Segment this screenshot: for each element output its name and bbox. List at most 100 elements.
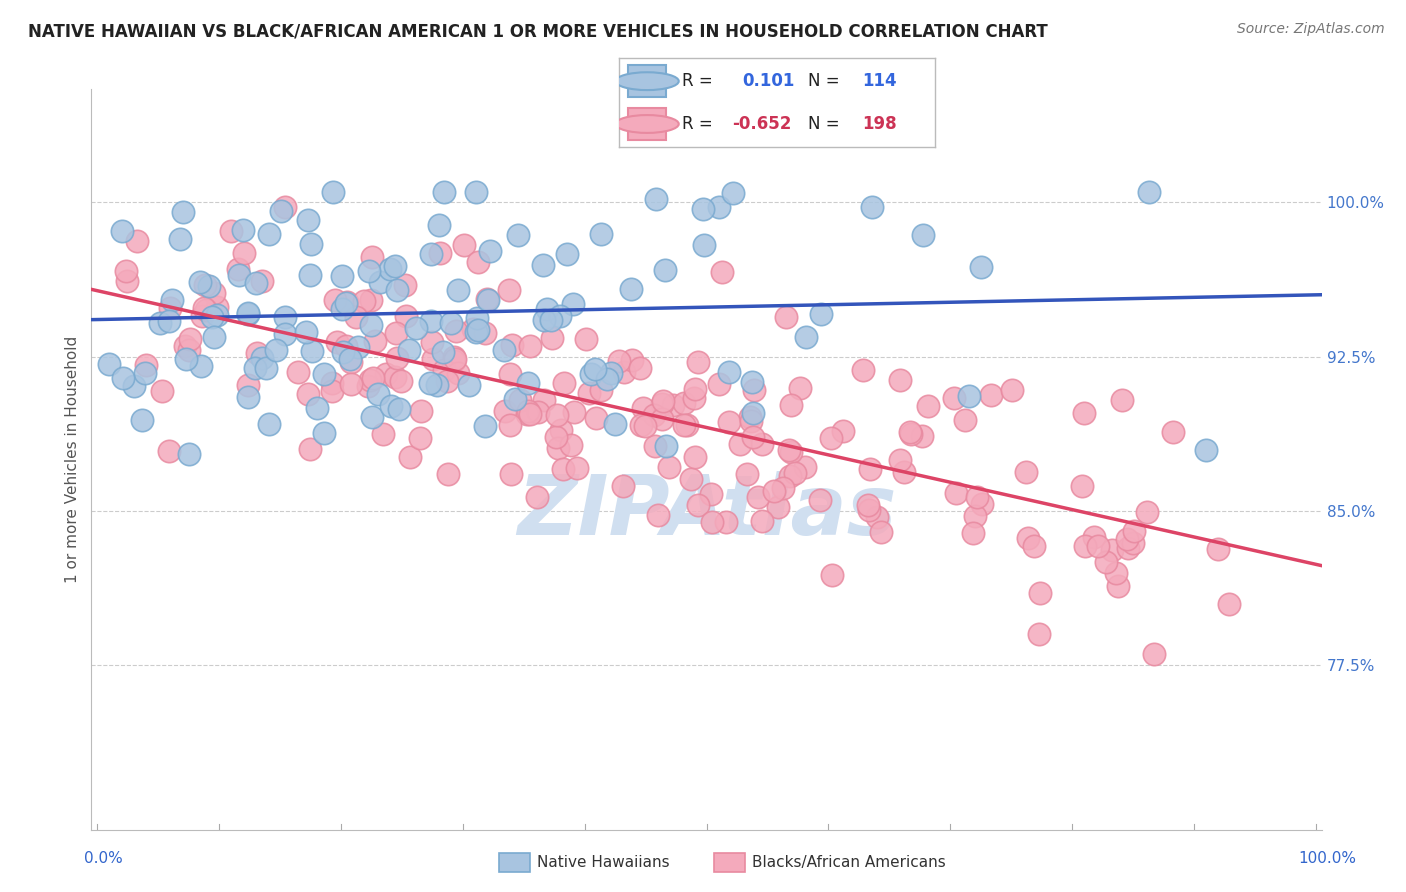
Point — [709, 200, 731, 214]
Point — [399, 450, 422, 464]
Point — [723, 186, 745, 201]
Point — [1107, 579, 1129, 593]
Point — [321, 376, 343, 390]
Point — [1136, 504, 1159, 518]
Point — [360, 409, 382, 424]
Point — [420, 335, 443, 350]
Point — [243, 360, 266, 375]
Point — [546, 408, 568, 422]
Point — [1017, 531, 1039, 545]
Point — [426, 378, 449, 392]
Point — [259, 227, 281, 241]
Point — [477, 292, 499, 306]
Point — [851, 363, 873, 377]
Point — [371, 426, 394, 441]
Point — [177, 343, 200, 358]
Point — [169, 231, 191, 245]
Point — [228, 268, 250, 282]
Point — [236, 391, 259, 405]
Point — [499, 467, 522, 481]
Point — [298, 268, 321, 282]
Point — [526, 490, 548, 504]
Point — [321, 384, 343, 399]
Point — [332, 344, 354, 359]
Point — [422, 352, 444, 367]
Point — [673, 418, 696, 433]
Point — [465, 185, 488, 199]
Point — [384, 370, 406, 384]
Point — [179, 332, 201, 346]
Point — [718, 415, 741, 429]
Point — [676, 417, 699, 432]
Point — [1137, 185, 1160, 199]
Point — [607, 354, 630, 368]
Point — [898, 425, 921, 439]
Point — [330, 301, 353, 316]
Point — [134, 366, 156, 380]
Point — [963, 509, 986, 524]
Point — [699, 487, 721, 501]
Text: 198: 198 — [862, 115, 897, 133]
Point — [603, 417, 626, 431]
Point — [287, 365, 309, 379]
Point — [1094, 555, 1116, 569]
Point — [360, 318, 382, 333]
Point — [859, 461, 882, 475]
Point — [1143, 647, 1166, 661]
Point — [157, 443, 180, 458]
Point — [111, 224, 134, 238]
Point — [620, 282, 643, 296]
Point — [207, 300, 229, 314]
Point — [1123, 524, 1146, 539]
Point — [820, 431, 842, 445]
Point — [409, 431, 432, 445]
Point — [367, 386, 389, 401]
Point — [1015, 465, 1038, 479]
Point — [245, 276, 267, 290]
Point — [474, 326, 496, 340]
Point — [191, 309, 214, 323]
Point — [679, 473, 702, 487]
Point — [297, 386, 319, 401]
Point — [384, 326, 406, 340]
Point — [683, 382, 706, 396]
Point — [1115, 532, 1137, 546]
Point — [314, 367, 336, 381]
Point — [779, 445, 801, 459]
Point — [159, 301, 181, 315]
Point — [599, 366, 621, 380]
Point — [536, 302, 558, 317]
Point — [157, 314, 180, 328]
Point — [160, 293, 183, 307]
Point — [856, 498, 879, 512]
Point — [236, 378, 259, 392]
Point — [643, 408, 665, 422]
Point — [634, 418, 657, 433]
Point — [111, 371, 134, 385]
Point — [176, 351, 198, 366]
Point — [335, 339, 357, 353]
Point — [714, 515, 737, 529]
Text: R =: R = — [682, 115, 713, 133]
Point — [359, 264, 381, 278]
Point — [398, 343, 420, 358]
Point — [515, 407, 537, 421]
Point — [114, 263, 136, 277]
Point — [651, 397, 673, 411]
Point — [375, 368, 398, 382]
Point — [419, 376, 441, 390]
Point — [347, 340, 370, 354]
Point — [228, 261, 250, 276]
Point — [957, 389, 980, 403]
Point — [179, 447, 201, 461]
Point — [494, 404, 516, 418]
Point — [395, 310, 418, 324]
Point — [775, 310, 797, 325]
Point — [612, 478, 634, 492]
Point — [344, 310, 367, 325]
Point — [778, 443, 800, 458]
Point — [443, 354, 465, 368]
Point — [219, 224, 242, 238]
Point — [405, 320, 427, 334]
Point — [443, 351, 465, 366]
